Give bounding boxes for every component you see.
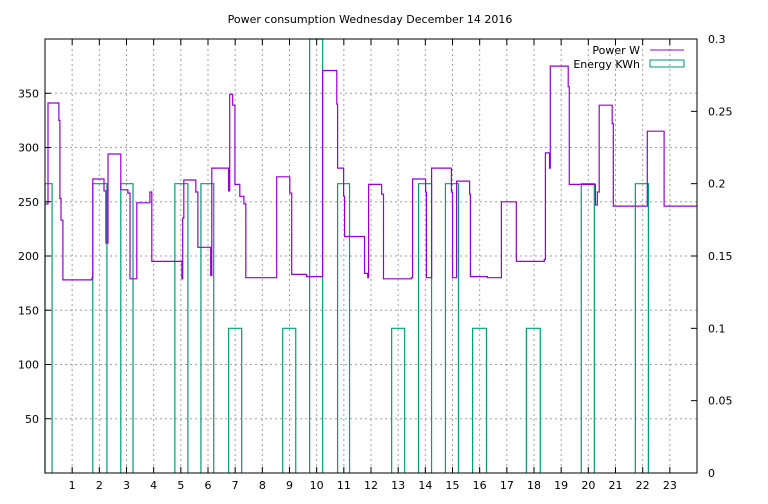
x-tick-label: 22	[636, 479, 650, 492]
power-line	[45, 66, 697, 280]
x-tick-label: 7	[232, 479, 239, 492]
y2-tick-label: 0.2	[708, 178, 726, 191]
x-tick-label: 9	[286, 479, 293, 492]
x-tick-label: 17	[500, 479, 514, 492]
y2-tick-label: 0.25	[708, 105, 733, 118]
x-tick-label: 16	[473, 479, 487, 492]
x-tick-label: 18	[527, 479, 541, 492]
grid	[45, 39, 697, 473]
x-tick-label: 1	[69, 479, 76, 492]
y-tick-label: 100	[18, 359, 39, 372]
chart-title: Power consumption Wednesday December 14 …	[228, 13, 513, 26]
y2-tick-label: 0	[708, 467, 715, 480]
x-tick-label: 14	[418, 479, 432, 492]
x-tick-label: 23	[663, 479, 677, 492]
y-tick-label: 250	[18, 196, 39, 209]
x-tick-label: 19	[554, 479, 568, 492]
energy-bar	[581, 184, 594, 473]
energy-bar	[93, 184, 107, 473]
power-series	[45, 66, 697, 280]
y-tick-label: 200	[18, 250, 39, 263]
x-tick-label: 12	[364, 479, 378, 492]
x-tick-label: 4	[150, 479, 157, 492]
legend-label-power: Power W	[592, 44, 640, 57]
legend: Power W Energy KWh	[573, 44, 684, 71]
energy-bar	[175, 184, 188, 473]
y2-tick-label: 0.05	[708, 395, 733, 408]
x-tick-label: 20	[581, 479, 595, 492]
energy-bar	[526, 328, 540, 473]
x-tick-label: 10	[310, 479, 324, 492]
y2-tick-label: 0.1	[708, 322, 726, 335]
energy-bar	[635, 184, 648, 473]
y-tick-label: 300	[18, 142, 39, 155]
x-tick-label: 5	[177, 479, 184, 492]
x-tick-label: 11	[337, 479, 351, 492]
legend-label-energy: Energy KWh	[573, 58, 640, 71]
x-tick-label: 8	[259, 479, 266, 492]
legend-swatch-energy	[650, 60, 684, 67]
x-tick-label: 13	[391, 479, 405, 492]
x-tick-label: 2	[96, 479, 103, 492]
x-tick-label: 21	[609, 479, 623, 492]
x-tick-label: 3	[123, 479, 130, 492]
energy-bar	[45, 184, 52, 473]
y-tick-label: 350	[18, 87, 39, 100]
y-tick-label: 150	[18, 304, 39, 317]
y2-tick-label: 0.15	[708, 250, 733, 263]
x-tick-label: 6	[205, 479, 212, 492]
y-tick-label: 50	[25, 413, 39, 426]
y2-tick-label: 0.3	[708, 33, 726, 46]
x-tick-label: 15	[446, 479, 460, 492]
